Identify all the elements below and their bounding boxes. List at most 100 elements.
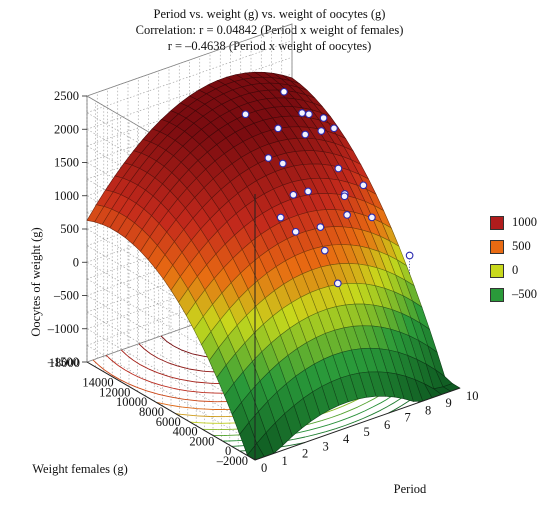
contour-segment <box>151 381 163 387</box>
contour-segment <box>148 368 158 374</box>
contour-segment <box>138 343 145 350</box>
data-point <box>330 124 338 133</box>
contour-segment <box>233 445 246 447</box>
contour-segment <box>173 377 181 380</box>
data-point <box>343 211 351 219</box>
grid-line <box>86 23 293 97</box>
contour-segment <box>117 365 126 371</box>
contour-segment <box>321 417 332 422</box>
z-tick-label: 1500 <box>54 156 79 170</box>
contour-segment <box>178 406 183 408</box>
contour-segment <box>308 427 320 431</box>
legend-label: 1000 <box>512 215 537 229</box>
contour-segment <box>107 356 113 361</box>
contour-segment <box>297 429 309 434</box>
contour-segment <box>178 388 188 392</box>
contour-segment <box>311 420 322 424</box>
contour-segment <box>325 428 336 433</box>
data-points <box>241 87 414 288</box>
legend-item: 1000 <box>490 215 539 230</box>
data-point <box>333 279 342 288</box>
z-axis-label: Oocytes of weight (g) <box>29 227 43 336</box>
legend-label: 0 <box>512 263 519 277</box>
contour-segment <box>187 390 199 393</box>
contour-segment <box>144 348 151 355</box>
contour-segment <box>380 399 387 404</box>
contour-segment <box>362 414 372 419</box>
contour-segment <box>105 354 109 358</box>
contour-segment <box>170 396 180 400</box>
contour-segment <box>371 410 380 416</box>
contour-segment <box>177 365 189 370</box>
y-tick-label: 12000 <box>99 385 130 399</box>
contour-segment <box>356 410 366 416</box>
data-point <box>340 192 349 201</box>
contour-segment <box>333 405 343 411</box>
legend-label: 500 <box>512 239 531 253</box>
data-point <box>289 190 298 199</box>
y-tick-label: 14000 <box>82 376 113 390</box>
contour-segment <box>354 418 364 423</box>
contour-segment <box>323 409 334 414</box>
legend-item: 500 <box>490 239 539 254</box>
contour-segment <box>199 400 215 403</box>
contour-segment <box>111 374 120 380</box>
data-point <box>274 124 282 133</box>
contour-segment <box>179 378 194 383</box>
contour-segment <box>197 408 214 410</box>
contour-segment <box>92 359 99 366</box>
legend-item: 0 <box>490 263 539 278</box>
contour-segment <box>174 388 179 390</box>
x-tick-label: 10 <box>466 389 479 403</box>
z-tick-label: 0 <box>73 255 79 269</box>
contour-segment <box>161 385 175 389</box>
grid-line <box>86 345 256 444</box>
contour-segment <box>173 345 183 351</box>
data-point <box>405 251 414 274</box>
legend-swatch <box>490 288 504 302</box>
contour-segment <box>156 393 159 395</box>
contour-segment <box>349 406 359 412</box>
data-point <box>317 127 326 135</box>
y-tick-label: 4000 <box>173 425 198 439</box>
z-tick-label: 500 <box>60 222 79 236</box>
z-tick-label: –500 <box>53 289 79 303</box>
contour-segment <box>166 340 174 347</box>
contour-segment <box>365 398 375 404</box>
contour-segment <box>198 391 204 394</box>
contour-segment <box>124 369 134 375</box>
x-tick-label: 2 <box>302 447 308 461</box>
contour-segment <box>294 436 306 440</box>
data-point <box>304 187 312 196</box>
chart-title-line-2: Correlation: r = 0.04842 (Period x weigh… <box>135 23 404 37</box>
data-point <box>334 164 343 173</box>
data-point <box>278 159 287 168</box>
contour-segment <box>328 421 339 426</box>
contour-segment <box>141 378 152 383</box>
data-point <box>320 246 329 255</box>
contour-segment <box>342 402 351 407</box>
contour-segment <box>388 401 396 407</box>
y-tick-label: 2000 <box>189 434 214 448</box>
contour-segment <box>157 372 169 377</box>
contour-segment <box>338 417 348 423</box>
contour-segment <box>197 415 211 417</box>
contour-segment <box>150 353 159 359</box>
contour-segment <box>167 361 178 367</box>
contour-segment <box>111 360 119 366</box>
contour-segment <box>393 405 402 411</box>
contour-segment <box>140 364 149 370</box>
y-tick-label: 0 <box>225 444 231 458</box>
data-point <box>316 223 325 231</box>
data-point <box>359 181 368 190</box>
y-tick-label: 6000 <box>156 415 181 429</box>
contour-segment <box>118 378 128 384</box>
data-point <box>368 213 376 222</box>
contour-segment <box>318 424 330 429</box>
contour-segment <box>227 434 242 436</box>
contour-segment <box>181 349 192 355</box>
contour-segment <box>364 406 374 412</box>
legend-swatch <box>490 240 504 254</box>
contour-segment <box>203 392 216 394</box>
